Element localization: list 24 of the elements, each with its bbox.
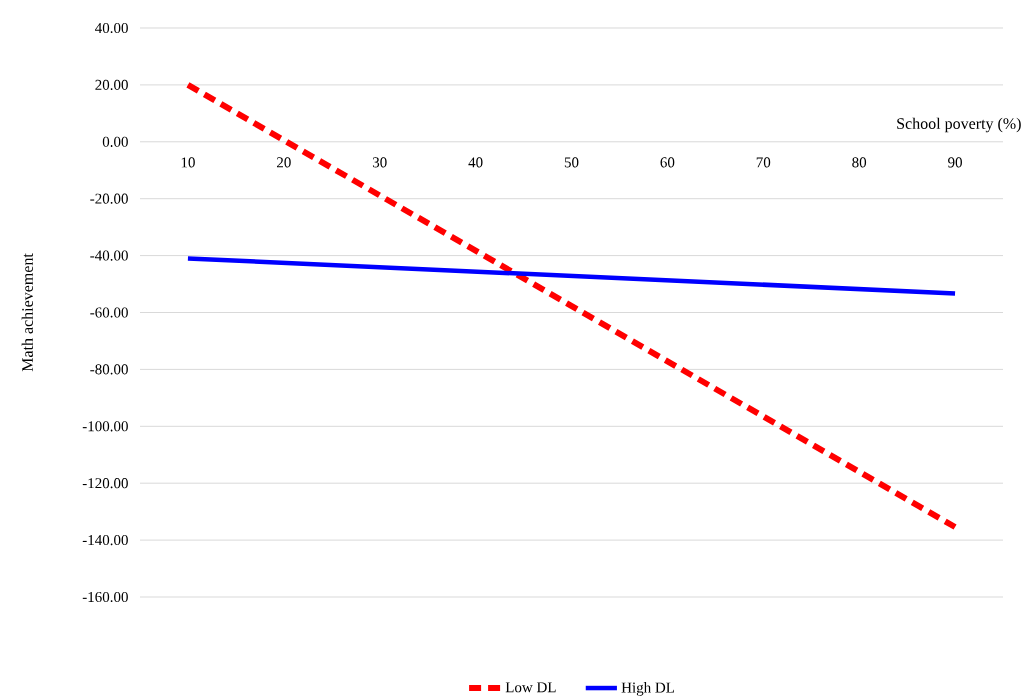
y-tick-label: -20.00 xyxy=(90,193,128,204)
x-tick-label: 70 xyxy=(756,157,771,168)
y-tick-label: 20.00 xyxy=(95,79,128,90)
y-tick-label: -40.00 xyxy=(90,250,128,261)
y-tick-label: -80.00 xyxy=(90,364,128,375)
y-axis-title: Math achievement xyxy=(21,253,33,372)
y-tick-label: -120.00 xyxy=(82,478,128,489)
x-tick-label: 90 xyxy=(948,157,962,168)
legend-label: Low DL xyxy=(505,682,556,693)
legend-label: High DL xyxy=(621,682,675,696)
x-tick-label: 20 xyxy=(276,157,291,168)
y-tick-label: -140.00 xyxy=(82,535,128,546)
y-tick-label: -60.00 xyxy=(90,307,128,318)
x-tick-label: 10 xyxy=(181,157,195,168)
x-tick-label: 80 xyxy=(852,157,867,168)
x-tick-label: 60 xyxy=(660,157,675,168)
y-tick-label: 0.00 xyxy=(102,136,128,147)
y-tick-label: 40.00 xyxy=(95,22,128,34)
y-tick-label: -160.00 xyxy=(82,591,128,603)
x-tick-label: 50 xyxy=(564,157,579,168)
x-tick-label: 40 xyxy=(468,157,483,168)
x-axis-title: School poverty (%) xyxy=(897,117,1021,133)
x-tick-label: 30 xyxy=(372,157,387,168)
y-tick-label: -100.00 xyxy=(82,421,128,432)
